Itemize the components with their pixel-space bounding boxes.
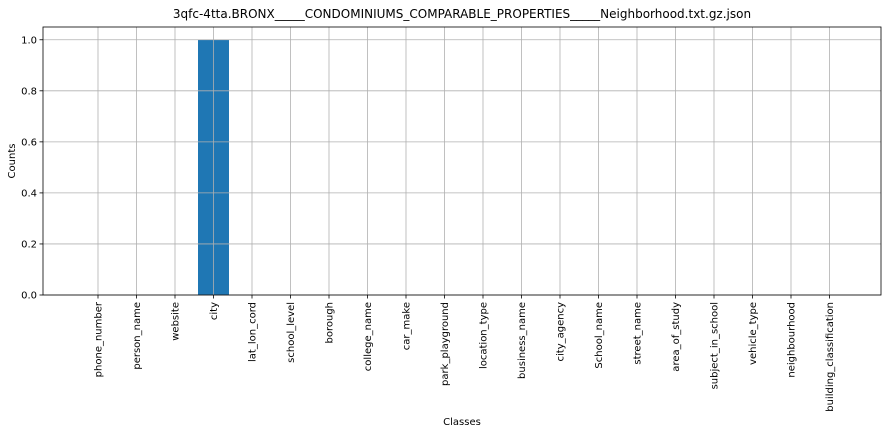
x-axis-ticks: phone_number person_name website city lat_lo… (94, 295, 836, 412)
y-tick-label: 0.6 (21, 137, 37, 148)
y-tick-label: 0.0 (21, 291, 37, 302)
x-tick-label: park_playground (440, 302, 451, 386)
x-tick-label: phone_number (94, 301, 105, 377)
grid-lines (43, 27, 881, 296)
x-tick-label: borough (325, 302, 336, 344)
chart-title: 3qfc-4tta.BRONX_____CONDOMINIUMS_COMPARA… (173, 7, 751, 21)
x-tick-label: School_name (594, 302, 605, 369)
x-tick-label: neighbourhood (787, 302, 798, 378)
x-tick-label: car_make (402, 302, 413, 350)
x-tick-label: area_of_study (671, 302, 682, 372)
x-tick-label: college_name (363, 302, 374, 371)
y-tick-label: 0.8 (21, 86, 37, 97)
y-axis-ticks: 0.0 0.2 0.4 0.6 0.8 1.0 (21, 35, 43, 302)
x-tick-label: subject_in_school (710, 302, 721, 389)
plot-border (42, 26, 882, 296)
x-tick-label: school_level (286, 302, 297, 363)
x-tick-label: location_type (479, 302, 490, 369)
x-tick-label: street_name (633, 302, 644, 365)
y-axis-label: Counts (7, 144, 18, 179)
x-tick-label: website (171, 302, 182, 341)
x-tick-label: vehicle_type (748, 302, 759, 365)
y-tick-label: 0.4 (21, 188, 37, 199)
x-tick-label: person_name (132, 302, 143, 370)
x-tick-label: city_agency (556, 302, 567, 362)
plot-frame (42, 26, 882, 296)
x-tick-label: business_name (517, 302, 528, 379)
y-tick-label: 0.2 (21, 239, 37, 250)
x-tick-label: city (209, 302, 220, 320)
x-tick-label: lat_lon_cord (248, 302, 259, 362)
x-axis-label: Classes (443, 417, 481, 428)
y-tick-label: 1.0 (21, 35, 37, 46)
x-tick-label: building_classification (825, 302, 836, 412)
